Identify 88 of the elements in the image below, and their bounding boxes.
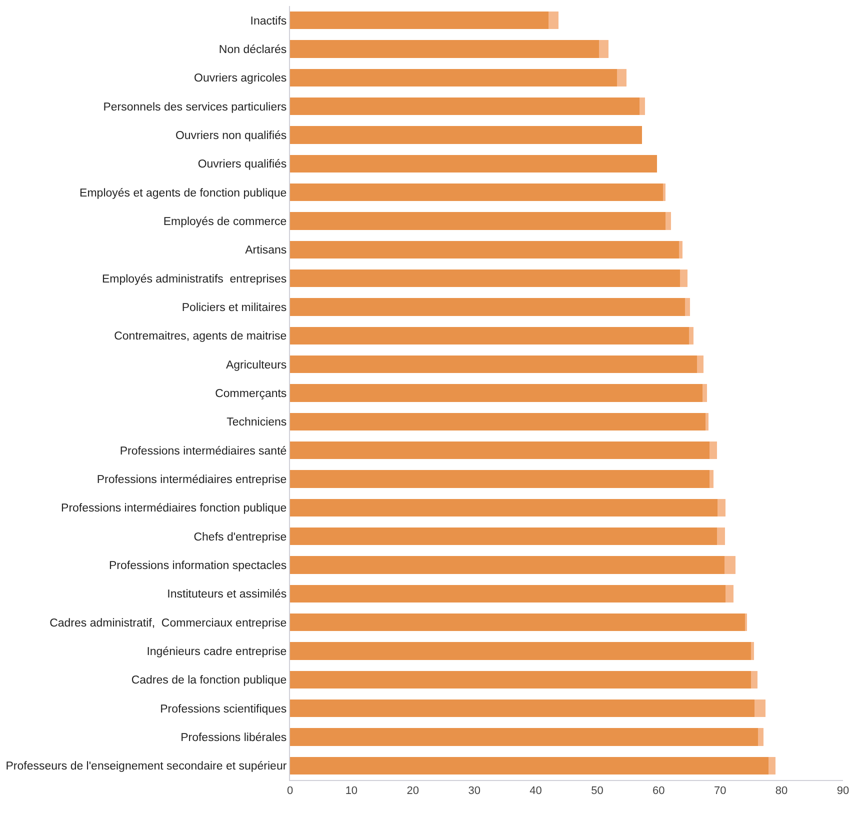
bar (290, 298, 686, 316)
bar (290, 756, 769, 775)
y-tick-label: Professeurs de l'enseignement secondaire et supérieur (6, 760, 287, 773)
bar (702, 384, 708, 402)
y-tick-label: Professions scientifiques (160, 703, 287, 716)
y-tick-label: Personnels des services particuliers (103, 101, 287, 114)
y-tick-label: Commerçants (215, 388, 287, 400)
bar (290, 498, 718, 517)
bar (290, 384, 702, 402)
y-tick-label: Professions intermédiaires santé (120, 445, 287, 458)
bar (290, 126, 642, 144)
bar (290, 728, 758, 746)
bar (688, 326, 694, 345)
y-tick-label: Professions intermédiaires fonction publique (61, 502, 287, 515)
bar (290, 613, 746, 632)
bar (724, 556, 736, 574)
bar (290, 527, 718, 546)
bar (750, 642, 754, 660)
y-tick-label: Techniciens (226, 416, 287, 429)
bar (290, 68, 617, 87)
bar (665, 212, 671, 230)
bar (685, 298, 690, 316)
bar (616, 68, 627, 87)
bar (678, 240, 683, 259)
bar (290, 441, 710, 460)
y-tick-label: Contremaitres, agents de maitrise (114, 330, 287, 343)
bar (710, 470, 714, 488)
bar (640, 97, 646, 116)
x-tick-label: 10 (345, 785, 358, 798)
bar (290, 240, 679, 259)
bar (290, 154, 657, 173)
y-tick-label: Employés administratifs entreprises (102, 273, 287, 286)
bar (548, 11, 559, 30)
bar (726, 584, 734, 603)
x-tick-label: 40 (530, 785, 542, 798)
y-tick-label: Non déclarés (218, 44, 287, 56)
y-tick-label: Professions information spectacles (108, 560, 287, 572)
bar (290, 412, 706, 431)
bar (705, 412, 708, 431)
y-tick-label: Employés de commerce (163, 216, 287, 228)
bar (290, 642, 751, 660)
bar (290, 212, 666, 230)
x-tick-label: 60 (652, 785, 665, 798)
bar (290, 97, 640, 116)
bar (290, 269, 680, 288)
x-tick-label: 90 (836, 785, 850, 798)
x-tick-label: 0 (286, 785, 294, 798)
bar (290, 11, 549, 30)
y-tick-label: Chefs d'entreprise (194, 531, 287, 544)
y-tick-label: Employés et agents de fonction publique (80, 187, 287, 200)
bar (290, 556, 724, 574)
bar (710, 441, 718, 460)
bar (754, 699, 766, 718)
bar (290, 355, 697, 374)
y-tick-label: Agriculteurs (226, 359, 287, 372)
x-tick-label: 50 (591, 785, 604, 798)
x-tick-label: 80 (775, 785, 788, 798)
y-tick-label: Artisans (245, 244, 287, 257)
bar (599, 40, 608, 58)
y-tick-label: Cadres administratif, Commerciaux entreprise (50, 617, 287, 630)
bar (680, 269, 688, 288)
y-tick-label: Professions libérales (180, 732, 287, 744)
bar (662, 183, 666, 202)
bar (290, 470, 710, 488)
bar (290, 670, 751, 689)
y-tick-label: Ouvriers qualifiés (198, 158, 287, 171)
bar (290, 699, 755, 718)
y-tick-label: Ingénieurs cadre entreprise (146, 646, 287, 658)
x-tick-label: 70 (714, 785, 726, 798)
y-tick-label: Cadres de la fonction publique (131, 674, 287, 687)
y-tick-label: Inactifs (250, 15, 287, 28)
bar (718, 498, 726, 517)
y-tick-label: Instituteurs et assimilés (167, 588, 287, 601)
bar (758, 728, 764, 746)
y-tick-label: Professions intermédiaires entreprise (96, 474, 287, 486)
bar (290, 584, 726, 603)
y-tick-label: Policiers et militaires (182, 302, 287, 314)
y-tick-label: Ouvriers agricoles (194, 72, 287, 85)
bar (768, 756, 776, 775)
bar (696, 355, 704, 374)
x-tick-label: 30 (468, 785, 480, 798)
x-tick-label: 20 (406, 785, 420, 798)
bar (717, 527, 726, 546)
bar (290, 326, 689, 345)
bar (750, 670, 758, 689)
y-tick-label: Ouvriers non qualifiés (175, 130, 287, 142)
bar (290, 40, 600, 58)
bar (290, 183, 663, 202)
